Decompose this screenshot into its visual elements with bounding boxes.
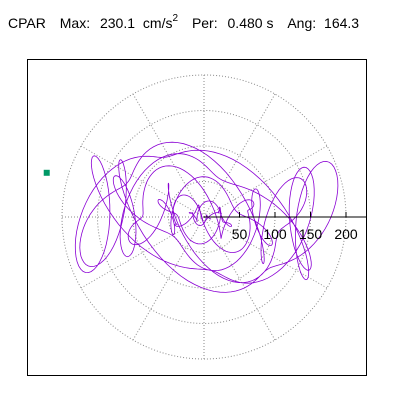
max-unit: cm/s2: [142, 13, 179, 31]
ang-value: 164.3: [324, 14, 360, 31]
title-bar: CPAR Max: 230.1 cm/s2 Per: 0.480 s Ang: …: [8, 13, 360, 31]
motion-trace: [74, 141, 339, 293]
plot-frame: 50 100 150 200: [27, 59, 367, 376]
per-value: 0.480 s: [227, 14, 274, 31]
tick-label-150: 150: [299, 226, 323, 242]
max-value: 230.1: [99, 14, 136, 31]
max-marker: [43, 169, 50, 176]
ang-label: Ang:: [287, 14, 317, 31]
tick-label-200: 200: [334, 226, 358, 242]
max-unit-exponent: 2: [172, 13, 179, 24]
tick-label-50: 50: [232, 226, 248, 242]
grid-spoke-60: [203, 93, 276, 218]
grid-spoke-120: [132, 93, 205, 218]
tick-label-100: 100: [263, 226, 287, 242]
max-label: Max:: [59, 14, 91, 31]
per-label: Per:: [191, 14, 218, 31]
station-name: CPAR: [8, 14, 46, 31]
polar-chart: 50 100 150 200: [43, 74, 366, 360]
